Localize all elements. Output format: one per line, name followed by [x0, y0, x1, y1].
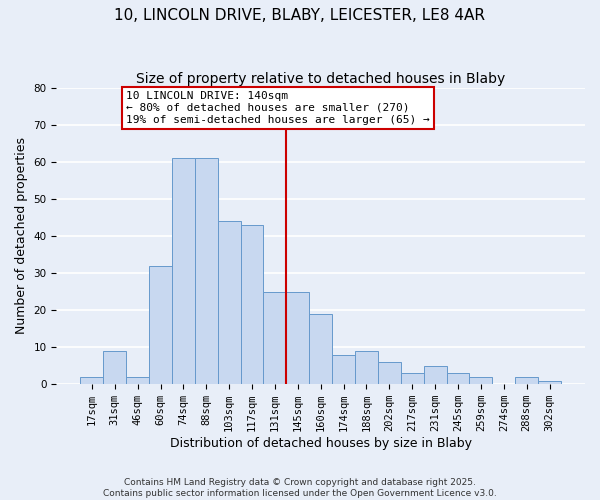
- Bar: [446, 373, 469, 384]
- Y-axis label: Number of detached properties: Number of detached properties: [15, 138, 28, 334]
- Bar: [286, 292, 309, 384]
- Bar: [378, 362, 401, 384]
- Bar: [103, 351, 126, 384]
- Bar: [401, 373, 424, 384]
- Bar: [263, 292, 286, 384]
- Bar: [218, 221, 241, 384]
- X-axis label: Distribution of detached houses by size in Blaby: Distribution of detached houses by size …: [170, 437, 472, 450]
- Bar: [424, 366, 446, 384]
- Bar: [515, 377, 538, 384]
- Bar: [538, 380, 561, 384]
- Bar: [149, 266, 172, 384]
- Bar: [195, 158, 218, 384]
- Bar: [241, 225, 263, 384]
- Text: 10 LINCOLN DRIVE: 140sqm
← 80% of detached houses are smaller (270)
19% of semi-: 10 LINCOLN DRIVE: 140sqm ← 80% of detach…: [126, 92, 430, 124]
- Text: 10, LINCOLN DRIVE, BLABY, LEICESTER, LE8 4AR: 10, LINCOLN DRIVE, BLABY, LEICESTER, LE8…: [115, 8, 485, 22]
- Bar: [469, 377, 493, 384]
- Bar: [172, 158, 195, 384]
- Bar: [355, 351, 378, 384]
- Bar: [126, 377, 149, 384]
- Bar: [309, 314, 332, 384]
- Text: Contains HM Land Registry data © Crown copyright and database right 2025.
Contai: Contains HM Land Registry data © Crown c…: [103, 478, 497, 498]
- Title: Size of property relative to detached houses in Blaby: Size of property relative to detached ho…: [136, 72, 505, 86]
- Bar: [80, 377, 103, 384]
- Bar: [332, 354, 355, 384]
